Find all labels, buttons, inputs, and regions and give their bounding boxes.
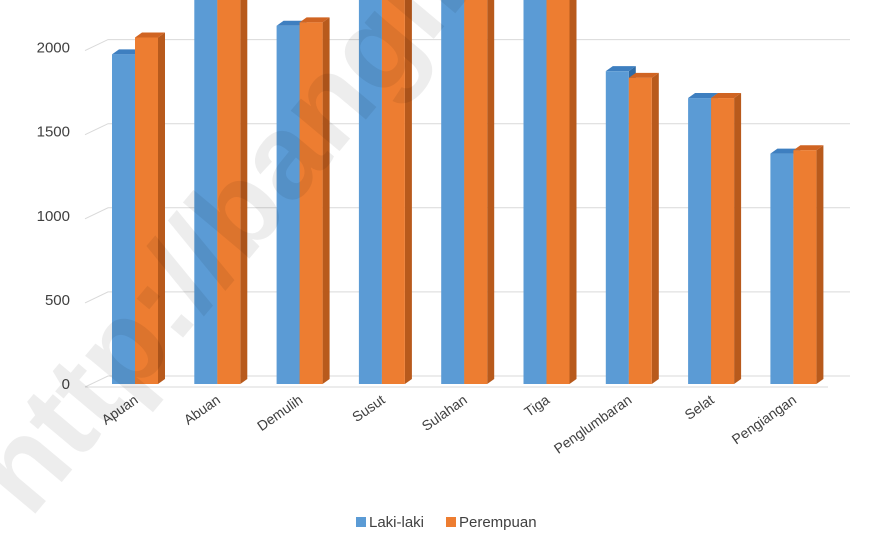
bar-top <box>688 93 719 99</box>
gridline <box>84 375 850 388</box>
bar-front <box>217 0 241 384</box>
bar-front <box>711 98 735 384</box>
y-tick-label: 1500 <box>37 124 70 141</box>
x-tick-label: Tiga <box>521 391 552 420</box>
bar-side <box>816 145 824 384</box>
bar-top <box>112 49 142 55</box>
y-tick-label: 0 <box>62 376 70 393</box>
gridline <box>84 291 850 304</box>
bar-Perempuan-Susut <box>381 0 412 384</box>
y-tick-label: 500 <box>45 292 70 309</box>
bar-Perempuan-Penglumbaran <box>628 72 659 384</box>
bar-front <box>793 150 817 384</box>
legend-swatch <box>356 517 366 527</box>
bar-front <box>523 0 547 384</box>
x-tick-label: Pengiangan <box>729 391 799 447</box>
legend-swatch <box>446 517 456 527</box>
bar-Perempuan-Apuan <box>135 32 165 385</box>
bar-front <box>194 0 218 385</box>
bar-top <box>628 72 659 78</box>
y-tick-label: 2000 <box>37 40 70 57</box>
gridline <box>84 39 850 52</box>
bar-side <box>158 32 165 385</box>
x-tick-label: Susut <box>349 391 388 425</box>
bar-side <box>404 0 412 384</box>
bar-side <box>569 0 577 384</box>
bar-Perempuan-Selat <box>711 93 742 384</box>
x-tick-label: Sulahan <box>419 391 470 434</box>
bar-front <box>605 71 629 384</box>
x-tick-label: Abuan <box>181 391 223 427</box>
bar-front <box>628 77 652 384</box>
gridlines <box>84 39 850 388</box>
bar-front <box>688 98 712 384</box>
x-axis-labels: Apuan Abuan Demulih Susut Sulahan TigaPenglum… <box>98 391 799 456</box>
x-tick-label: Selat <box>681 391 716 422</box>
bars <box>112 0 824 385</box>
bar-side <box>734 93 742 384</box>
bar-front <box>770 153 794 384</box>
bar-side <box>322 17 330 385</box>
bar-side <box>651 72 659 384</box>
y-axis-ticks: 05001000150020002500300035004000 <box>37 40 70 393</box>
gridline <box>84 123 850 136</box>
bar-front <box>358 0 382 384</box>
bar-top <box>135 32 165 38</box>
bar-front <box>464 0 488 384</box>
bar-top <box>770 148 801 154</box>
bar-Perempuan-Abuan <box>217 0 248 384</box>
y-tick-label: 1000 <box>37 208 70 225</box>
bar-front <box>276 25 300 384</box>
bar-top <box>299 17 330 23</box>
bar-front <box>135 37 158 385</box>
bar-side <box>487 0 495 384</box>
bar-front <box>546 0 570 384</box>
legend-label: Perempuan <box>459 514 537 531</box>
gridline <box>84 207 850 220</box>
bar-top <box>793 145 824 151</box>
legend: Laki-laki Perempuan <box>356 514 537 531</box>
x-tick-label: Penglumbaran <box>551 391 635 456</box>
x-tick-label: Demulih <box>254 391 305 434</box>
bar-side <box>240 0 248 384</box>
legend-label: Laki-laki <box>369 514 424 531</box>
bar-Perempuan-Pengiangan <box>793 145 824 384</box>
bar-Perempuan-Tiga <box>546 0 577 384</box>
bar-front <box>299 22 323 385</box>
bar-Perempuan-Demulih <box>299 17 330 385</box>
bar-front <box>441 0 465 385</box>
bar-front <box>381 0 405 384</box>
bar-top <box>711 93 742 99</box>
bar-Perempuan-Sulahan <box>464 0 495 384</box>
bar-top <box>605 66 636 72</box>
bar-front <box>112 54 135 384</box>
bar-top <box>276 20 307 26</box>
